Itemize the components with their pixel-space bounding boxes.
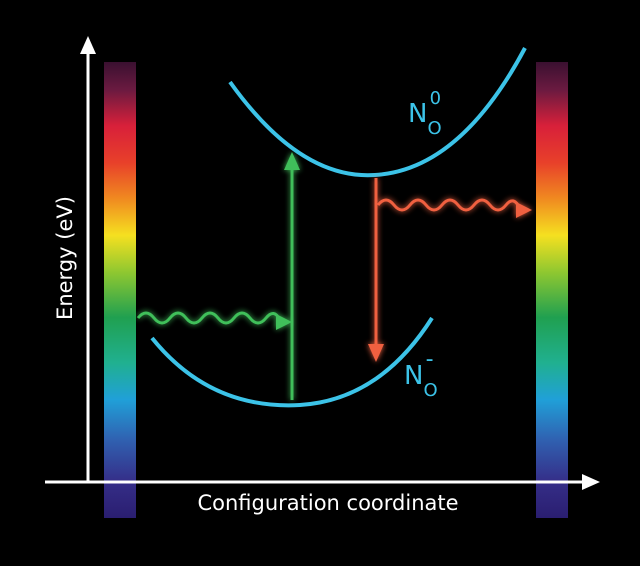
x-arrow [582,474,600,490]
upper-parabola [228,47,527,178]
y-axis-label: Energy (eV) [53,196,77,320]
state-symbol: N [404,361,423,391]
x-axis-label: Configuration coordinate [197,491,458,515]
absorption-arrowhead [284,152,300,170]
upper-state-label: NO 0 [408,88,442,139]
state-subscript: O [427,118,441,139]
spectrum-bar-right [536,62,568,518]
emitted-photon [376,198,522,212]
spectrum-bar-left [104,62,136,518]
y-arrow [80,36,96,54]
axes [45,36,600,490]
photon-arrowhead [276,314,292,330]
orange-transitions [368,178,532,362]
state-superscript: - [426,347,434,372]
state-symbol: N [408,99,427,129]
incoming-photon [136,311,282,325]
lower-parabola [150,316,434,408]
green-transitions [136,152,300,400]
state-superscript: 0 [430,88,441,109]
emission-arrowhead [368,344,384,362]
state-subscript: O [423,380,437,401]
lower-state-label: NO - [404,347,438,401]
emitted-arrowhead [516,202,532,218]
